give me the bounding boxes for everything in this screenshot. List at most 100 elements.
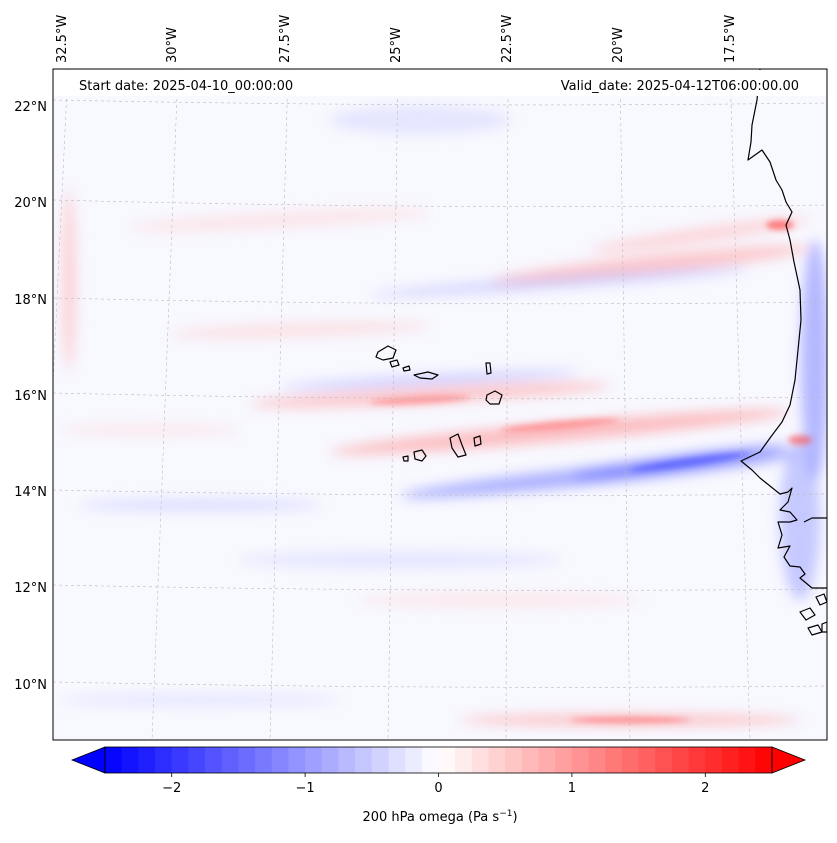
parallel-10N [53, 681, 827, 688]
colorbar-cell [371, 747, 390, 773]
island-brava [402, 455, 409, 462]
colorbar-variable: 200 hPa omega [362, 810, 463, 825]
omega-band-neg [60, 693, 340, 707]
colorbar-cell [188, 747, 206, 773]
colorbar-cell [621, 747, 640, 773]
omega-band-neg [780, 440, 820, 600]
parallel-20N [53, 199, 827, 207]
colorbar-cell [505, 747, 523, 773]
omega-band-neg [330, 106, 510, 134]
colorbar-cell [488, 747, 506, 773]
colorbar-cell [138, 747, 156, 773]
omega-band-pos [360, 593, 640, 607]
island-sao-nicolau [413, 371, 439, 380]
omega-field [60, 106, 827, 726]
lon-label: 30°W [165, 27, 180, 63]
omega-band-neg [240, 552, 560, 568]
omega-band-pos [60, 424, 240, 436]
africa-coastline [740, 69, 827, 589]
omega-band-pos [330, 410, 790, 454]
parallel-12N [53, 584, 827, 591]
colorbar-tick-label: −1 [296, 781, 315, 796]
longitude-labels: 32.5°W 30°W 27.5°W 25°W 22.5°W 20°W 17.5… [55, 15, 738, 63]
colorbar-cell [688, 747, 706, 773]
omega-core-pos [570, 717, 690, 723]
colorbar-tick-label: 1 [568, 781, 576, 796]
lat-label: 16°N [14, 389, 47, 404]
island-sao-vicente [389, 359, 400, 368]
colorbar: −2 −1 0 1 2 200 hPa omega (Pa s−1) [70, 746, 807, 825]
omega-band-pos [250, 382, 610, 408]
colorbar-cell [521, 747, 540, 773]
colorbar-label: 200 hPa omega (Pa s−1) [362, 809, 517, 825]
colorbar-cells [105, 747, 773, 773]
colorbar-cell [238, 747, 256, 773]
colorbar-cell [321, 747, 340, 773]
colorbar-cell [755, 747, 773, 773]
valid-date-label: Valid_date: 2025-04-12T06:00:00.00 [561, 79, 799, 94]
omega-core-pos [500, 418, 620, 432]
colorbar-cell [288, 747, 306, 773]
colorbar-cell [571, 747, 590, 773]
omega-band-pos [62, 190, 76, 370]
colorbar-cell [438, 747, 456, 773]
colorbar-cell [738, 747, 756, 773]
colorbar-cell [171, 747, 189, 773]
island-fogo [413, 449, 427, 462]
lon-label: 27.5°W [278, 15, 293, 63]
colorbar-cell [105, 747, 123, 773]
colorbar-cell [405, 747, 423, 773]
island-boa-vista [485, 390, 503, 405]
coastlines [375, 69, 827, 636]
colorbar-cell [705, 747, 723, 773]
colorbar-units: Pa s [473, 810, 499, 825]
colorbar-cell [205, 747, 223, 773]
omega-band-neg [370, 267, 750, 297]
start-date-label: Start date: 2025-04-10_00:00:00 [79, 79, 293, 94]
colorbar-cell [305, 747, 323, 773]
lat-label: 10°N [14, 678, 47, 693]
island-santo-antao [375, 345, 397, 361]
omega-core-pos [788, 435, 812, 445]
lat-label: 22°N [14, 100, 47, 115]
colorbar-cell [455, 747, 473, 773]
colorbar-cell [538, 747, 556, 773]
latitude-labels: 22°N 20°N 18°N 16°N 14°N 12°N 10°N [14, 100, 47, 693]
omega-core-pos [766, 220, 794, 230]
omega-band-neg [280, 370, 580, 390]
colorbar-cell [721, 747, 740, 773]
island-santiago [449, 433, 467, 458]
meridian-20W [619, 69, 631, 740]
omega-core-pos [370, 395, 470, 405]
colorbar-cell [255, 747, 273, 773]
island-sal [485, 362, 492, 375]
bijagos-islands [799, 593, 827, 636]
omega-band-pos [130, 208, 430, 232]
meridian-30W [151, 69, 179, 740]
map-background [53, 69, 827, 740]
meridian-27-5W [269, 69, 289, 740]
parallel-14N [53, 489, 827, 496]
graticule [53, 69, 827, 740]
omega-band-pos [591, 218, 809, 252]
lat-label: 18°N [14, 293, 47, 308]
colorbar-cell [271, 747, 290, 773]
colorbar-cell [338, 747, 356, 773]
parallel-22N [53, 99, 827, 106]
map-frame [52, 68, 828, 741]
colorbar-units-exponent: −1 [499, 809, 512, 819]
parallel-18N [53, 297, 827, 305]
lon-label: 17.5°W [723, 15, 738, 63]
colorbar-cell [605, 747, 623, 773]
colorbar-tick-label: 0 [434, 781, 442, 796]
lon-label: 32.5°W [55, 15, 70, 63]
lon-label: 25°W [389, 27, 404, 63]
colorbar-cell [588, 747, 606, 773]
colorbar-tick-label: −2 [162, 781, 181, 796]
colorbar-extend-max [771, 746, 807, 774]
meridian-25W [387, 69, 399, 740]
colorbar-cell [671, 747, 690, 773]
lat-label: 20°N [14, 196, 47, 211]
lon-label: 20°W [611, 27, 626, 63]
